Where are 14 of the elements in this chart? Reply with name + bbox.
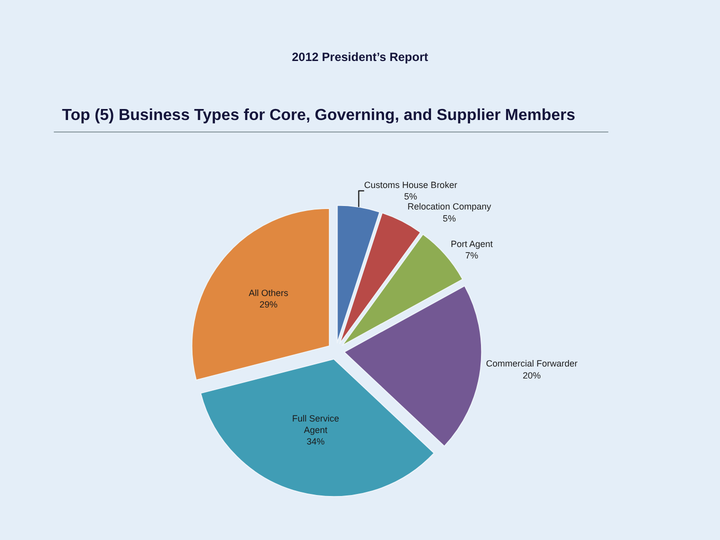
data-label: 5% <box>442 213 456 224</box>
chart-subtitle: Top (5) Business Types for Core, Governing, and Supplier Members <box>62 107 576 124</box>
data-label: 20% <box>522 370 541 380</box>
slice-label: Customs House Broker <box>364 180 458 190</box>
slice-label: Full Service Agent <box>292 413 340 435</box>
data-label: 5% <box>404 192 418 202</box>
data-label: 29% <box>259 300 278 310</box>
chart-title: 2012 President’s Report <box>292 50 428 64</box>
slice-label: Commercial Forwarder <box>486 358 578 369</box>
data-label: 34% <box>306 436 325 447</box>
slice-label: Port Agent <box>450 238 494 249</box>
slice-label: Relocation Company <box>408 202 492 212</box>
data-label: 7% <box>465 250 478 261</box>
slice-label: All Others <box>248 288 289 298</box>
